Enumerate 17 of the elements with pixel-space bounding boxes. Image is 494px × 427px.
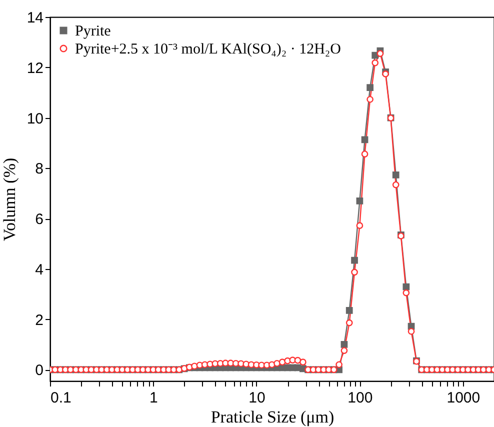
y-tick-label: 2 [35, 312, 44, 329]
y-tick-label: 8 [35, 160, 44, 178]
y-axis-title: Volumn (%) [0, 158, 19, 242]
y-tick-label: 4 [35, 261, 44, 278]
x-tick-label: 0.1 [50, 390, 72, 406]
legend-label: Pyrite+2.5 x 10⁻³ mol/L KAl(SO₄)₂ · 12H₂O [75, 42, 342, 58]
y-tick-label: 12 [26, 60, 44, 77]
x-tick-label: 1 [150, 390, 158, 406]
x-tick-label: 100 [348, 390, 373, 406]
x-axis-title: Praticle Size (μm) [210, 408, 334, 426]
legend-label: Pyrite [75, 24, 112, 40]
y-tick-label: 14 [26, 10, 44, 26]
x-tick-label: 1000 [446, 390, 480, 406]
y-tick-label: 6 [35, 211, 44, 228]
x-tick-label: 10 [248, 390, 266, 406]
y-tick-label: 10 [26, 110, 44, 128]
y-tick-label: 0 [35, 362, 44, 380]
